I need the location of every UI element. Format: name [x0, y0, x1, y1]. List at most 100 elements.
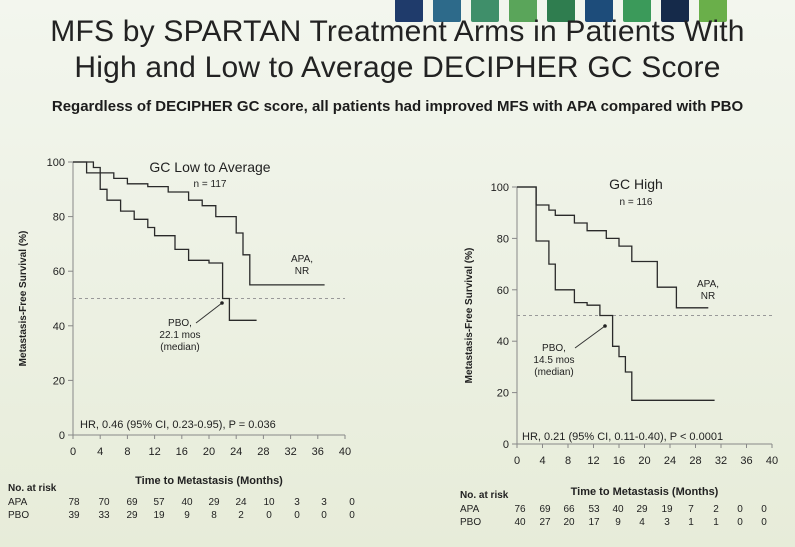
series-label-apa: APA, [291, 254, 313, 265]
risk-table-high: No. at risk APA 76 69 66 53 40 29 19 7 2 0 0 PBO 40 27 2… [460, 490, 790, 530]
risk-cell: 27 [539, 517, 551, 528]
risk-row-label: APA [8, 497, 28, 508]
risk-cell: 9 [615, 517, 621, 528]
slide-title: MFS by SPARTAN Treatment Arms in Patient… [0, 14, 795, 86]
y-tick-label: 0 [59, 430, 65, 442]
y-tick-label: 20 [497, 388, 509, 400]
risk-cell: 69 [539, 504, 551, 515]
risk-table-row: PBO 40 27 20 17 9 4 3 1 1 0 0 [460, 517, 790, 530]
risk-cell: 0 [349, 497, 355, 508]
x-tick-label: 12 [148, 446, 160, 458]
risk-cell: 19 [661, 504, 673, 515]
x-tick-label: 8 [124, 446, 130, 458]
risk-cell: 0 [321, 510, 327, 521]
x-tick-label: 4 [97, 446, 103, 458]
risk-cell: 33 [98, 510, 110, 521]
median-pointer-dot [220, 301, 224, 305]
risk-table-header: No. at risk [8, 483, 57, 494]
y-axis-label: Metastasis-Free Survival (%) [464, 248, 475, 384]
risk-row-label: APA [460, 504, 480, 515]
chart-n-label: n = 117 [194, 179, 227, 190]
series-label-apa: NR [701, 291, 715, 302]
risk-cell: 29 [636, 504, 648, 515]
hazard-ratio-annotation: HR, 0.46 (95% CI, 0.23-0.95), P = 0.036 [80, 419, 276, 431]
risk-cell: 66 [563, 504, 575, 515]
x-tick-label: 28 [257, 446, 269, 458]
risk-cell: 1 [713, 517, 719, 528]
risk-table-row: APA 78 70 69 57 40 29 24 10 3 3 0 [8, 497, 368, 510]
series-label-pbo: (median) [160, 342, 199, 353]
risk-cell: 20 [563, 517, 575, 528]
slide-subtitle: Regardless of DECIPHER GC score, all pat… [51, 98, 744, 115]
x-tick-label: 16 [176, 446, 188, 458]
decorative-color-squares [0, 0, 795, 40]
x-axis-label: Time to Metastasis (Months) [135, 475, 283, 487]
deco-square [585, 0, 613, 22]
series-line-apa [73, 161, 325, 286]
risk-cell: 19 [153, 510, 165, 521]
deco-square [661, 0, 689, 22]
x-tick-label: 0 [70, 446, 76, 458]
series-label-pbo: (median) [534, 367, 573, 378]
x-tick-label: 20 [638, 455, 650, 467]
risk-cell: 3 [294, 497, 300, 508]
risk-table-low-average: No. at risk APA 78 70 69 57 40 29 24 10 3 3 0 PBO 39 33… [8, 483, 368, 523]
risk-cell: 40 [514, 517, 526, 528]
y-axis-label: Metastasis-Free Survival (%) [18, 231, 29, 367]
x-tick-label: 40 [766, 455, 778, 467]
deco-square [547, 0, 575, 22]
series-label-pbo: 14.5 mos [533, 355, 574, 366]
series-line-apa [517, 186, 709, 309]
series-label-pbo: PBO, [542, 343, 566, 354]
risk-cell: 0 [737, 504, 743, 515]
y-tick-label: 60 [53, 266, 65, 278]
x-tick-label: 20 [203, 446, 215, 458]
risk-cell: 10 [263, 497, 275, 508]
risk-cell: 69 [126, 497, 138, 508]
chart-title: GC High [609, 176, 663, 192]
risk-cell: 78 [68, 497, 80, 508]
y-tick-label: 20 [53, 375, 65, 387]
risk-table-header: No. at risk [460, 490, 509, 501]
risk-cell: 57 [153, 497, 165, 508]
chart-n-label: n = 116 [620, 197, 653, 208]
y-tick-label: 40 [497, 336, 509, 348]
risk-cell: 9 [184, 510, 190, 521]
y-tick-label: 100 [491, 182, 509, 194]
series-label-apa: APA, [697, 279, 719, 290]
deco-square [433, 0, 461, 22]
chart-title: GC Low to Average [149, 159, 270, 175]
x-tick-label: 12 [587, 455, 599, 467]
risk-cell: 7 [688, 504, 694, 515]
x-tick-label: 32 [284, 446, 296, 458]
x-tick-label: 4 [539, 455, 545, 467]
x-axis-label: Time to Metastasis (Months) [571, 486, 719, 498]
x-tick-label: 0 [514, 455, 520, 467]
deco-square [509, 0, 537, 22]
risk-table-row: PBO 39 33 29 19 9 8 2 0 0 0 0 [8, 510, 368, 523]
risk-cell: 40 [181, 497, 193, 508]
y-tick-label: 80 [497, 233, 509, 245]
risk-cell: 29 [208, 497, 220, 508]
risk-cell: 4 [639, 517, 645, 528]
risk-cell: 70 [98, 497, 110, 508]
risk-table-row: APA 76 69 66 53 40 29 19 7 2 0 0 [460, 504, 790, 517]
risk-cell: 0 [737, 517, 743, 528]
median-pointer-line [574, 325, 606, 349]
risk-cell: 40 [612, 504, 624, 515]
series-label-apa: NR [295, 266, 309, 277]
risk-row-label: PBO [460, 517, 482, 528]
risk-cell: 76 [514, 504, 526, 515]
x-tick-label: 24 [664, 455, 676, 467]
series-label-pbo: 22.1 mos [159, 330, 200, 341]
x-tick-label: 28 [689, 455, 701, 467]
slide-title-line-2: High and Low to Average DECIPHER GC Scor… [74, 51, 721, 84]
y-tick-label: 40 [53, 321, 65, 333]
risk-cell: 29 [126, 510, 138, 521]
risk-row-label: PBO [8, 510, 30, 521]
risk-cell: 0 [294, 510, 300, 521]
series-label-pbo: PBO, [168, 318, 192, 329]
risk-cell: 3 [321, 497, 327, 508]
x-tick-label: 8 [565, 455, 571, 467]
